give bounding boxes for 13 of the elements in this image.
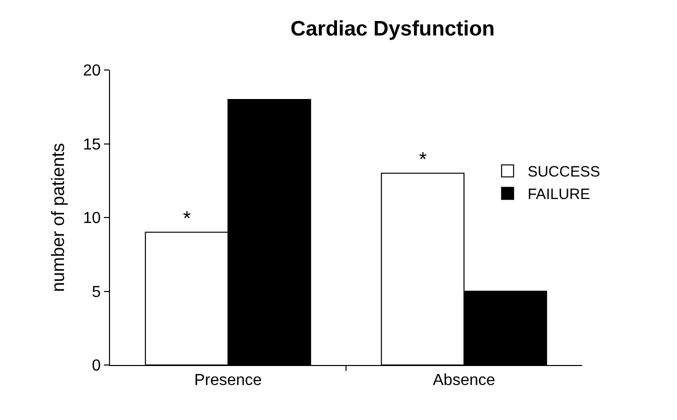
legend-label: FAILURE [528, 186, 590, 204]
y-tick-label: 10 [83, 210, 101, 228]
annotation: * [183, 208, 191, 230]
x-tick-label: Absence [432, 372, 496, 390]
y-tick-label: 5 [92, 284, 101, 301]
x-tick-label: Presence [194, 372, 262, 390]
y-tick-label: 15 [83, 136, 101, 154]
annotation: * [419, 149, 427, 171]
y-tick-label: 20 [83, 62, 101, 80]
legend-label: SUCCESS [528, 164, 600, 181]
y-axis-title: number of patients [48, 142, 68, 292]
y-tick-label: 0 [92, 358, 101, 375]
chart-title: Cardiac Dysfunction [290, 18, 495, 41]
